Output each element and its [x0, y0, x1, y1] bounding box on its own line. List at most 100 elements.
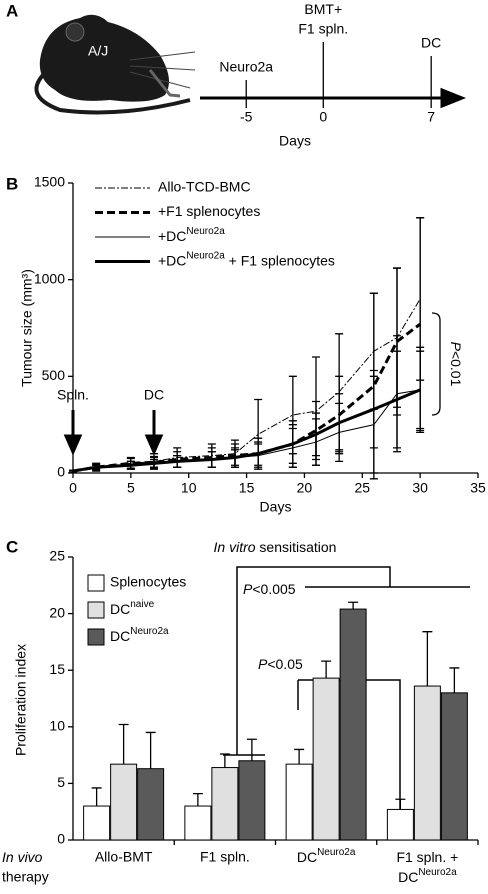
y-tick-label: 25	[49, 548, 65, 564]
bar	[285, 763, 313, 841]
error-bar	[246, 738, 257, 761]
bar	[184, 805, 212, 841]
x-tick-label: 5	[127, 480, 135, 496]
y-tick-label: 500	[42, 367, 66, 383]
text-part: Neuro2a	[186, 226, 225, 237]
x-tick-label: DCNeuro2a	[398, 867, 457, 885]
text-part: +DC	[158, 252, 186, 268]
significance-bracket	[431, 312, 441, 416]
y-axis-label: Proliferation index	[13, 644, 29, 756]
text-part: + F1 splenocytes	[225, 252, 335, 268]
mouse-illustration	[34, 14, 196, 115]
bar	[440, 692, 468, 841]
significance-label: P<0.01	[448, 342, 464, 387]
marker-arrow	[144, 410, 164, 456]
significance-brackets	[223, 566, 470, 826]
legend-swatch	[87, 628, 105, 646]
y-tick-label: 1000	[34, 270, 65, 286]
significance-label: P<0.05	[258, 656, 303, 672]
error-bar	[254, 441, 263, 466]
y-tick-label: 15	[49, 661, 65, 677]
text-part: P	[243, 581, 253, 597]
x-tick-label: 20	[297, 480, 313, 496]
series-line	[72, 322, 422, 473]
x-tick-label: 35	[470, 480, 486, 496]
error-bar	[150, 458, 158, 468]
text-part: Neuro2a	[418, 867, 457, 878]
bar	[312, 677, 340, 841]
series-line	[72, 389, 421, 472]
y-axis-label: Tumour size (mm³)	[19, 269, 35, 387]
x-tick-label: 15	[239, 480, 255, 496]
event-label: Neuro2a	[219, 59, 273, 75]
x-tick-label: 25	[354, 480, 370, 496]
subject-label: A/J	[88, 43, 108, 59]
panel-label: B	[6, 174, 18, 193]
series-line	[72, 298, 421, 472]
error-bar	[395, 798, 406, 810]
error-bar	[348, 601, 359, 610]
event-label: BMT+	[304, 1, 342, 17]
error-bar	[145, 731, 156, 769]
marker-arrow	[63, 410, 83, 456]
legend-label: Splenocytes	[110, 574, 186, 590]
error-bar	[393, 350, 401, 449]
text-part: Neuro2a	[186, 251, 225, 262]
error-bar	[422, 631, 433, 687]
x-tick-label: 0	[69, 480, 77, 496]
y-tick-label: 0	[57, 464, 65, 480]
text-part: DC	[110, 628, 130, 644]
text-part: BMT+	[304, 1, 342, 17]
error-bar	[335, 393, 344, 453]
y-tick-label: 20	[49, 604, 65, 620]
x-tick-label: DCNeuro2a	[297, 847, 356, 865]
text-part: P	[448, 342, 464, 352]
x-tick-label: -5	[240, 109, 253, 125]
error-bar	[173, 454, 182, 468]
x-tick-label: 0	[319, 109, 327, 125]
error-bar	[126, 460, 135, 470]
text-part: In vitro	[214, 539, 256, 555]
x-axis-label: Days	[279, 133, 311, 149]
marker-label: Spln.	[57, 387, 89, 403]
text-part: F1 spln. +	[396, 849, 458, 865]
error-bar	[91, 787, 102, 807]
y-tick-label: 10	[49, 718, 65, 734]
legend-swatch	[87, 601, 105, 619]
error-bar	[231, 449, 239, 466]
legend-label: +DCNeuro2a	[158, 226, 225, 244]
legend-label: DCnaive	[110, 599, 155, 617]
text-part: P	[258, 656, 268, 672]
x-tick-label: 7	[427, 109, 435, 125]
text-part: Neuro2a	[317, 847, 356, 858]
significance-label: P<0.005	[243, 581, 296, 597]
text-part: naive	[130, 599, 154, 610]
error-bar	[207, 451, 216, 468]
bar	[110, 763, 138, 841]
bar	[211, 767, 239, 841]
bar	[83, 805, 111, 841]
bar	[386, 808, 414, 841]
chart-title: In vitro sensitisation	[214, 539, 337, 555]
text-part: DC	[110, 601, 130, 617]
row-label: In vivo	[2, 849, 43, 865]
bar	[238, 760, 266, 841]
error-bar	[449, 667, 460, 693]
bar	[137, 768, 165, 841]
x-tick-label: 10	[181, 480, 197, 496]
y-tick-label: 1500	[34, 174, 65, 190]
error-bar	[416, 350, 425, 430]
x-axis-label: Days	[260, 499, 292, 515]
event-label: F1 spln.	[298, 21, 348, 37]
error-bar	[192, 792, 203, 807]
x-tick-label: F1 spln. +	[396, 849, 458, 865]
legend-swatch	[87, 574, 105, 592]
bar	[413, 685, 441, 841]
text-part: DC	[297, 849, 317, 865]
text-part: sensitisation	[256, 539, 337, 555]
text-part: <0.05	[267, 656, 303, 672]
x-tick-label: 30	[412, 480, 428, 496]
error-bar	[219, 753, 230, 768]
legend-label: +DCNeuro2a + F1 splenocytes	[158, 251, 335, 269]
